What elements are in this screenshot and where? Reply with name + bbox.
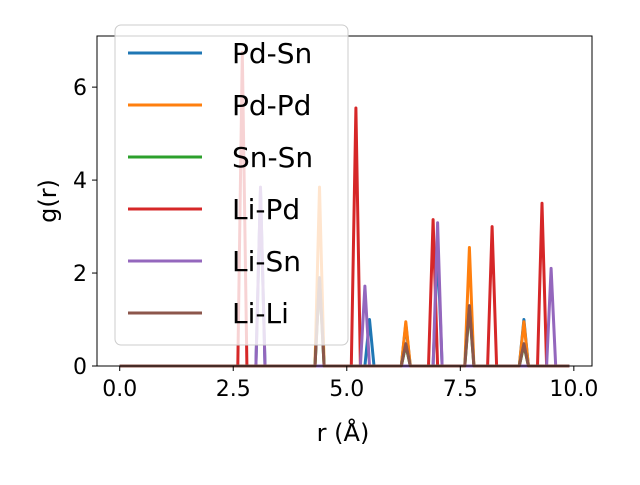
legend-label-pd-sn: Pd-Sn xyxy=(232,37,312,70)
y-tick-label: 4 xyxy=(73,169,87,194)
axis-ticks: 0.0 2.5 5.0 7.5 10.0 0 2 4 6 xyxy=(73,76,598,402)
x-tick-label: 2.5 xyxy=(216,377,251,402)
legend-label-li-sn: Li-Sn xyxy=(232,245,301,278)
legend-label-li-li: Li-Li xyxy=(232,297,289,330)
y-tick-label: 6 xyxy=(73,76,87,101)
y-tick-label: 0 xyxy=(73,355,87,380)
legend-label-sn-sn: Sn-Sn xyxy=(232,141,313,174)
y-tick-label: 2 xyxy=(73,262,87,287)
x-tick-label: 7.5 xyxy=(443,377,478,402)
legend-label-li-pd: Li-Pd xyxy=(232,193,300,226)
legend-label-pd-pd: Pd-Pd xyxy=(232,89,311,122)
x-axis-label: r (Å) xyxy=(317,418,370,447)
legend: Pd-Sn Pd-Pd Sn-Sn Li-Pd Li-Sn Li-Li xyxy=(114,24,349,346)
y-axis-label: g(r) xyxy=(34,179,62,223)
x-tick-label: 5.0 xyxy=(329,377,364,402)
x-tick-label: 10.0 xyxy=(549,377,598,402)
x-tick-label: 0.0 xyxy=(102,377,137,402)
